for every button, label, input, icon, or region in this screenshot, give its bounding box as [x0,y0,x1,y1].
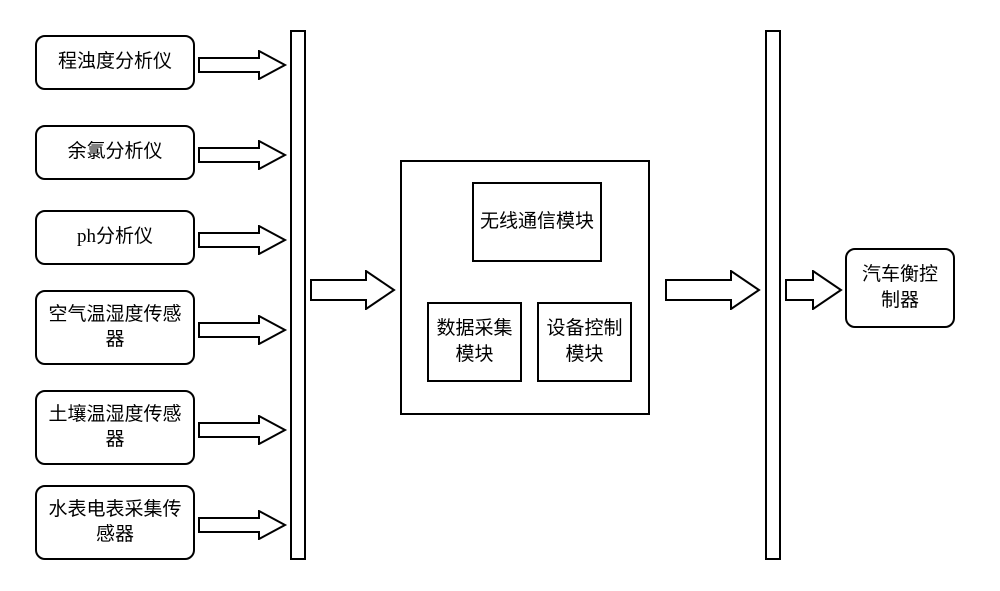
sensor-box-chlorine: 余氯分析仪 [35,125,195,180]
sensor-box-turbidity: 程浊度分析仪 [35,35,195,90]
vertical-bar-right [765,30,781,560]
sensor-label: 程浊度分析仪 [58,50,172,75]
sensor-box-meter: 水表电表采集传感器 [35,485,195,560]
central-controller-box: 无线通信模块 数据采集模块 设备控制模块 [400,160,650,415]
module-wireless: 无线通信模块 [472,182,602,262]
arrow-icon [198,50,290,80]
arrow-icon [198,225,290,255]
module-device-control: 设备控制模块 [537,302,632,382]
module-label: 数据采集模块 [429,316,520,367]
arrow-icon [785,270,845,310]
arrow-icon [310,270,400,310]
arrow-icon [665,270,765,310]
module-label: 设备控制模块 [539,316,630,367]
sensor-label: 土壤温湿度传感器 [42,403,188,452]
output-box-truck-scale: 汽车衡控制器 [845,248,955,328]
flowchart-diagram: 程浊度分析仪 余氯分析仪 ph分析仪 空气温湿度传感器 土壤温湿度传感器 水表电… [30,30,970,560]
sensor-label: 空气温湿度传感器 [42,303,188,352]
module-label: 无线通信模块 [480,209,594,235]
sensor-box-ph: ph分析仪 [35,210,195,265]
sensor-box-soil-temp: 土壤温湿度传感器 [35,390,195,465]
sensor-label: ph分析仪 [77,225,153,250]
arrow-icon [198,140,290,170]
arrow-icon [198,510,290,540]
sensor-label: 余氯分析仪 [67,140,162,165]
arrow-icon [198,415,290,445]
sensor-box-air-temp: 空气温湿度传感器 [35,290,195,365]
module-data-collect: 数据采集模块 [427,302,522,382]
arrow-icon [198,315,290,345]
sensor-label: 水表电表采集传感器 [42,498,188,547]
vertical-bar-left [290,30,306,560]
output-label: 汽车衡控制器 [857,262,943,313]
